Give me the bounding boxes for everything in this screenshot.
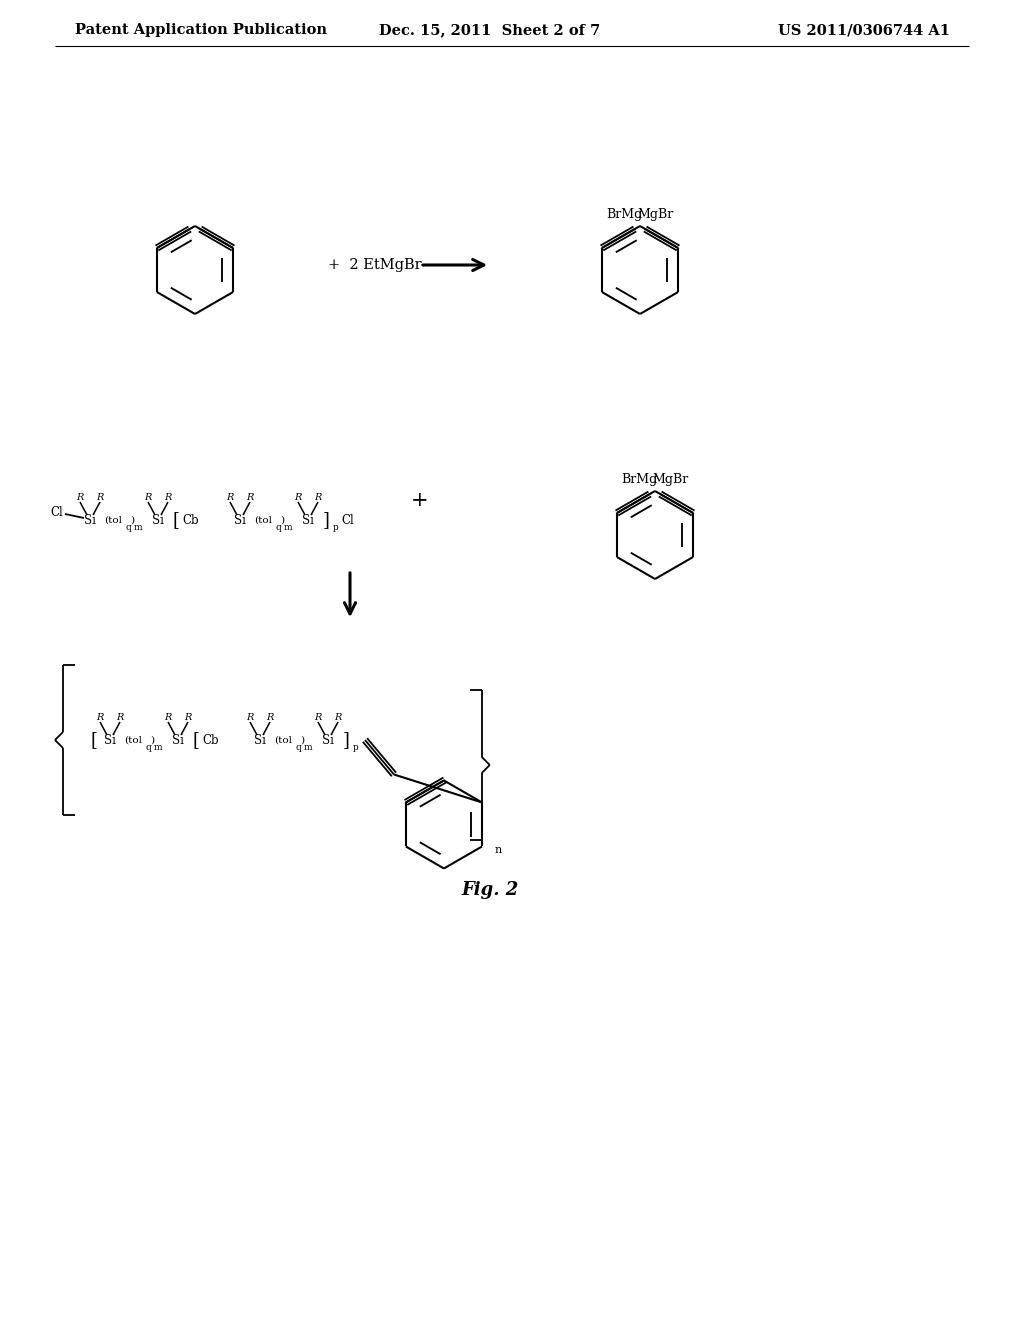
Text: R: R: [144, 494, 152, 503]
Text: Dec. 15, 2011  Sheet 2 of 7: Dec. 15, 2011 Sheet 2 of 7: [379, 22, 601, 37]
Text: R: R: [314, 494, 322, 503]
Text: (tol: (tol: [254, 516, 272, 524]
Text: +  2 EtMgBr: + 2 EtMgBr: [328, 257, 422, 272]
Text: R: R: [247, 494, 254, 503]
Text: m: m: [154, 743, 163, 752]
Text: R: R: [117, 714, 124, 722]
Text: [: [: [193, 731, 200, 748]
Text: R: R: [164, 714, 172, 722]
Text: q: q: [296, 743, 302, 752]
Text: US 2011/0306744 A1: US 2011/0306744 A1: [778, 22, 950, 37]
Text: n: n: [495, 845, 502, 855]
Text: (tol: (tol: [124, 735, 142, 744]
Text: [: [: [90, 731, 97, 748]
Text: m: m: [304, 743, 312, 752]
Text: R: R: [96, 714, 103, 722]
Text: m: m: [284, 524, 293, 532]
Text: Patent Application Publication: Patent Application Publication: [75, 22, 327, 37]
Text: ): ): [280, 516, 284, 524]
Text: R: R: [77, 494, 84, 503]
Text: Si: Si: [323, 734, 334, 747]
Text: ): ): [130, 516, 134, 524]
Text: R: R: [266, 714, 273, 722]
Text: R: R: [184, 714, 191, 722]
Text: MgBr: MgBr: [638, 209, 674, 220]
Text: q: q: [126, 524, 132, 532]
Text: Cb: Cb: [182, 513, 200, 527]
Text: Cl: Cl: [50, 506, 63, 519]
Text: R: R: [226, 494, 233, 503]
Text: ]: ]: [323, 511, 330, 529]
Text: q: q: [146, 743, 152, 752]
Text: R: R: [247, 714, 254, 722]
Text: Cb: Cb: [203, 734, 219, 747]
Text: BrMg: BrMg: [606, 209, 642, 220]
Text: Si: Si: [254, 734, 266, 747]
Text: p: p: [353, 743, 358, 752]
Text: ): ): [150, 735, 155, 744]
Text: m: m: [134, 524, 142, 532]
Text: Cl: Cl: [341, 513, 353, 527]
Text: (tol: (tol: [274, 735, 292, 744]
Text: MgBr: MgBr: [653, 473, 689, 486]
Text: Si: Si: [104, 734, 116, 747]
Text: ]: ]: [343, 731, 350, 748]
Text: Si: Si: [172, 734, 184, 747]
Text: [: [: [173, 511, 180, 529]
Text: R: R: [314, 714, 322, 722]
Text: Si: Si: [302, 513, 314, 527]
Text: Si: Si: [152, 513, 164, 527]
Text: BrMg: BrMg: [621, 473, 657, 486]
Text: Si: Si: [234, 513, 246, 527]
Text: q: q: [276, 524, 282, 532]
Text: ): ): [300, 735, 304, 744]
Text: Si: Si: [84, 513, 96, 527]
Text: R: R: [96, 494, 103, 503]
Text: R: R: [334, 714, 342, 722]
Text: R: R: [294, 494, 302, 503]
Text: +: +: [412, 491, 429, 510]
Text: (tol: (tol: [104, 516, 122, 524]
Text: p: p: [333, 524, 339, 532]
Text: Fig. 2: Fig. 2: [462, 880, 518, 899]
Text: R: R: [164, 494, 172, 503]
